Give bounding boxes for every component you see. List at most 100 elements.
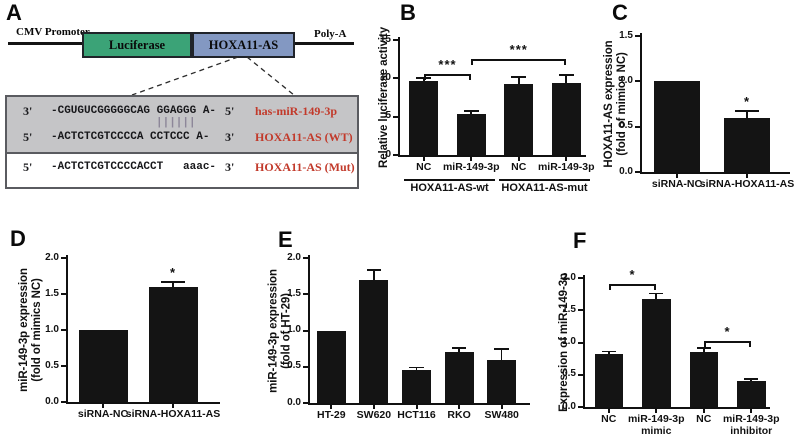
error-bar-cap <box>735 110 759 113</box>
x-axis-category-label: miR-149-3p inhibitor <box>722 413 780 437</box>
x-tick-mark <box>607 409 610 413</box>
error-bar-stem <box>373 270 375 280</box>
x-axis-category-label: SW480 <box>484 409 519 421</box>
bar <box>551 82 581 155</box>
seq-end-label: 3' <box>23 104 33 118</box>
error-bar-stem <box>415 367 418 371</box>
y-tick-label: 0.0 <box>619 165 633 177</box>
bar <box>444 352 474 403</box>
bar <box>316 330 346 403</box>
x-tick-mark <box>517 157 520 161</box>
bar <box>689 351 718 407</box>
x-axis <box>583 407 770 409</box>
panel-letter-c: C <box>612 0 628 25</box>
seq-end-label: 3' <box>225 160 235 174</box>
sequence-alignment-box: 3' -CGUGUCGGGGGCAG GGAGGG A- 5' has-miR-… <box>5 95 359 189</box>
y-tick-mark <box>61 257 68 259</box>
significance-star: * <box>743 94 751 110</box>
x-axis-category-label: miR-149-3p mimic <box>627 413 685 437</box>
chart-d: 0.0 0.5 1.0 1.5 2.0 miR-149-3p expression (fo… <box>0 215 270 441</box>
y-tick-label: 1.0 <box>45 323 59 335</box>
bar <box>456 114 486 155</box>
significance-star: * <box>169 264 177 280</box>
x-axis-category-label: siRNA-NC <box>651 178 703 190</box>
x-tick-mark <box>676 174 678 178</box>
x-axis-category-label: miR-149-3p <box>442 161 500 173</box>
y-tick-label: 15 <box>379 33 391 45</box>
panel-d: D 0.0 0.5 1.0 1.5 2.0 miR-149-3p expression (… <box>0 215 270 441</box>
wt-name: HOXA11-AS (WT) <box>255 130 353 144</box>
significance-bracket-end <box>703 341 706 348</box>
y-tick-mark <box>393 39 400 41</box>
significance-label: * <box>629 267 636 283</box>
significance-label: *** <box>438 56 457 72</box>
panel-b: B 0 5 10 15 Relative luciferase activity NC mi… <box>372 0 606 214</box>
panel-c: C 0.0 0.5 1.0 1.5 HOXA11-AS expression (fold… <box>600 0 808 214</box>
x-tick-mark <box>655 409 658 413</box>
callout-dashed-lines <box>131 56 295 96</box>
panel-letter-b: B <box>400 0 416 25</box>
hoxa11-as-label: HOXA11-AS <box>208 37 279 52</box>
bar <box>737 381 766 407</box>
error-bar-cap <box>494 347 509 350</box>
y-axis-label: miR-149-3p expression (fold of mimics NC… <box>18 268 44 392</box>
group-underline <box>403 179 496 181</box>
error-bar-stem <box>500 348 503 360</box>
panel-letter-d: D <box>10 226 26 251</box>
bar <box>723 117 771 172</box>
y-tick-label: 1.0 <box>562 336 576 347</box>
bar <box>409 81 439 155</box>
y-tick-label: 0.5 <box>287 360 301 372</box>
y-tick-mark <box>578 373 585 376</box>
y-tick-mark <box>61 365 68 367</box>
x-tick-mark <box>372 405 375 409</box>
error-bar-stem <box>655 293 658 300</box>
y-tick-mark <box>635 171 642 173</box>
y-tick-label: 2.0 <box>287 251 301 263</box>
x-axis-category-label: HT-29 <box>317 409 346 421</box>
group-underline <box>498 179 591 181</box>
error-bar-stem <box>422 78 425 82</box>
y-tick-label: 1.5 <box>562 303 576 315</box>
hoxa11-as-box: HOXA11-AS <box>192 32 295 58</box>
bar <box>487 359 517 403</box>
x-axis <box>398 155 586 157</box>
y-tick-mark <box>393 154 400 156</box>
y-tick-mark <box>303 365 310 368</box>
significance-label: *** <box>509 42 528 58</box>
wt-sequence: -ACTCTCGTCCCCA CCTCCC A- <box>51 131 210 143</box>
y-tick-mark <box>393 77 400 80</box>
significance-bracket-end <box>423 73 426 80</box>
error-bar-stem <box>470 111 473 115</box>
chart-b: 0 5 10 15 Relative luciferase activity NC miR-… <box>372 0 606 214</box>
x-axis-category-label: miR-149-3p <box>537 161 595 173</box>
significance-bracket-end <box>608 284 611 291</box>
mut-sequence: -ACTCTCGTCCCCACCT aaac- <box>51 161 217 173</box>
bar <box>359 279 389 403</box>
panel-e: E 0.0 0.5 1.0 1.5 2.0 miR-149-3p expression (… <box>267 215 550 441</box>
chart-c: 0.0 0.5 1.0 1.5 HOXA11-AS expression (fold o… <box>600 0 808 214</box>
luciferase-box: Luciferase <box>82 32 192 58</box>
y-tick-mark <box>578 406 585 408</box>
error-bar-cap <box>160 280 186 283</box>
x-axis-category-label: RKO <box>447 409 471 421</box>
panel-letter-e: E <box>278 227 293 252</box>
error-bar-stem <box>458 347 460 353</box>
error-bar-cap <box>463 110 479 113</box>
significance-bracket-end <box>471 59 474 66</box>
y-tick-label: 2.0 <box>45 251 59 263</box>
seq-end-label: 3' <box>225 130 235 144</box>
x-tick-mark <box>702 409 705 413</box>
polya-label: Poly-A <box>314 28 347 40</box>
error-bar-cap <box>696 347 711 350</box>
y-tick-label: 0 <box>385 148 391 160</box>
y-tick-mark <box>578 309 585 312</box>
seq-end-label: 5' <box>23 160 33 174</box>
significance-bracket-end <box>654 284 657 291</box>
y-tick-mark <box>635 35 642 37</box>
x-axis-category-label: NC <box>696 413 712 425</box>
x-axis-category-label: NC <box>416 161 432 173</box>
y-tick-label: 0.0 <box>562 400 576 412</box>
x-axis <box>308 403 530 405</box>
error-bar-cap <box>511 75 527 78</box>
